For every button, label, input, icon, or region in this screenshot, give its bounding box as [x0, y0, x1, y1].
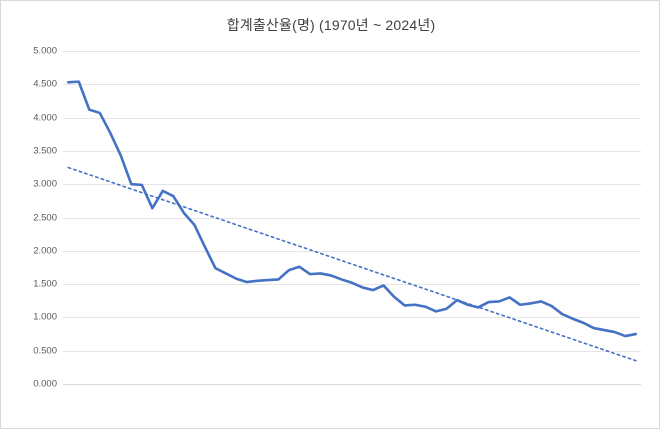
plot-area	[63, 51, 641, 385]
y-axis-tick-label: 1.000	[33, 311, 57, 323]
y-axis-tick-label: 5.000	[33, 45, 57, 57]
gridline	[63, 217, 641, 219]
y-axis-tick-label: 4.500	[33, 78, 57, 90]
gridline	[63, 317, 641, 319]
y-axis-tick-label: 2.000	[33, 245, 57, 257]
y-axis-tick-label: 4.000	[33, 112, 57, 124]
gridline	[63, 350, 641, 352]
gridline	[63, 117, 641, 119]
y-axis-tick-label: 0.000	[33, 378, 57, 390]
x-axis-line	[63, 384, 641, 385]
gridline	[63, 184, 641, 186]
gridline	[63, 284, 641, 286]
x-axis: 1970197119721973197419751976197719781979…	[63, 388, 641, 428]
y-axis-tick-label: 2.500	[33, 212, 57, 223]
gridline	[63, 250, 641, 252]
chart-title: 합계출산율(명) (1970년 ~ 2024년)	[226, 17, 436, 33]
y-axis-tick-label: 0.500	[33, 345, 57, 357]
gridline	[63, 51, 641, 52]
y-axis: 0.000 0.500 1.000 1.500 2.000 2.500 3.000 3.500…	[1, 46, 57, 390]
y-axis-tick-label: 3.500	[33, 145, 57, 157]
y-axis-tick-label: 1.500	[33, 278, 57, 290]
gridline	[63, 84, 641, 86]
gridline	[63, 150, 641, 152]
trendline	[67, 166, 637, 362]
y-axis-tick-label: 3.000	[33, 178, 57, 190]
fertility-rate-line	[66, 80, 638, 338]
